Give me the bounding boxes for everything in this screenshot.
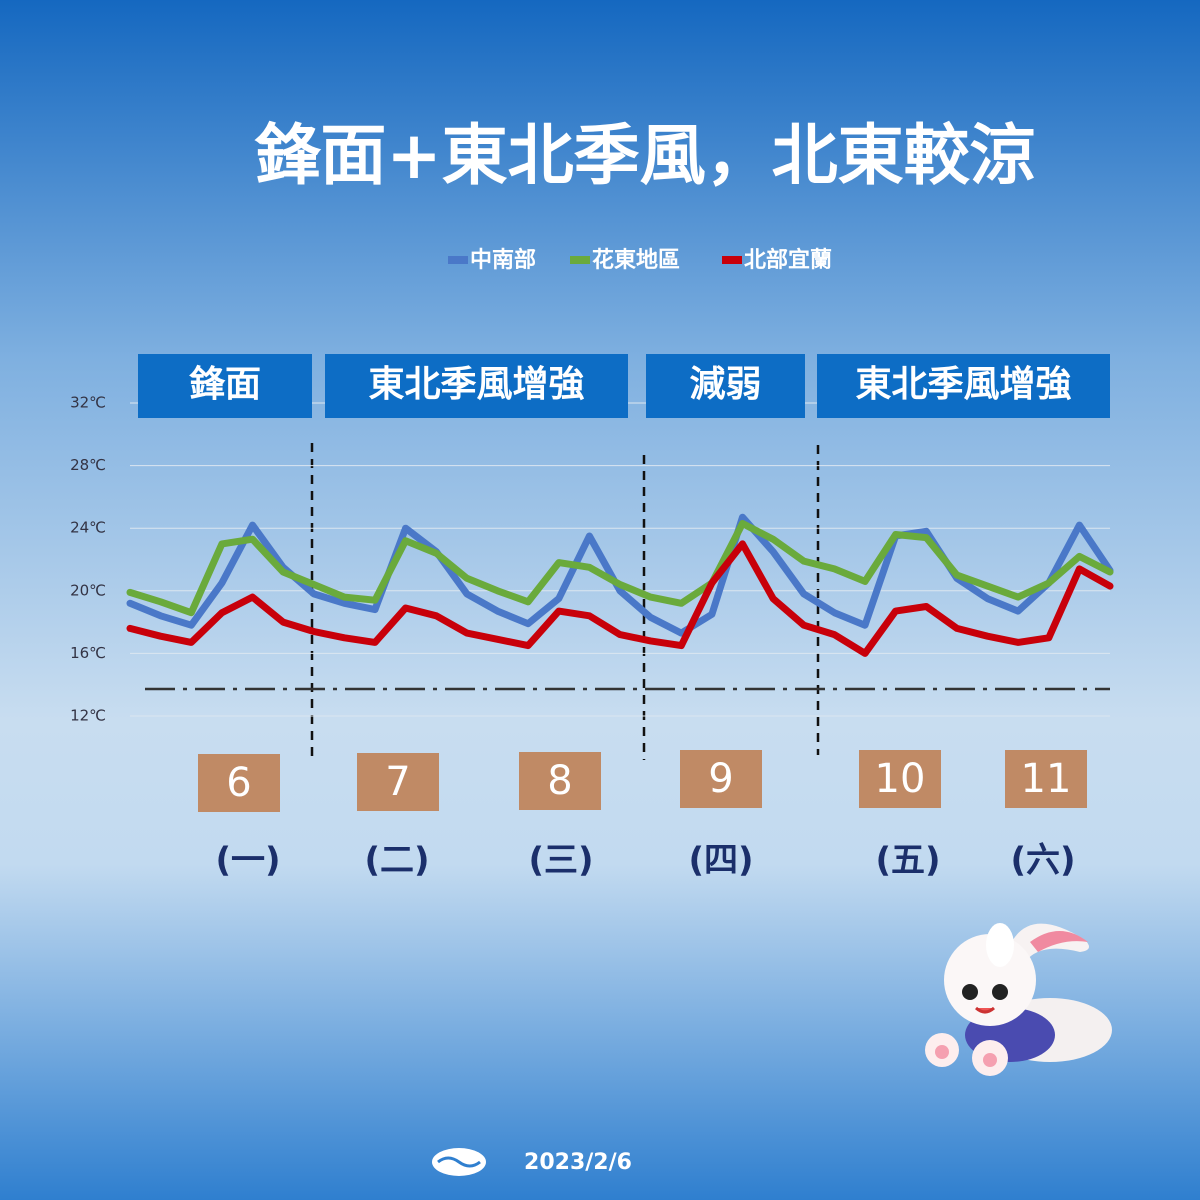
weekday-label: (三): [528, 841, 593, 881]
legend-swatch: [448, 256, 468, 264]
legend-label: 中南部: [470, 247, 536, 273]
day-label: 9: [708, 756, 733, 802]
day-box: [198, 754, 280, 812]
weekday-label: (五): [875, 841, 940, 881]
rabbit-illustration: [925, 923, 1112, 1076]
day-box: [357, 753, 439, 811]
phase-box: [325, 354, 628, 418]
y-tick-label: 28℃: [70, 456, 106, 474]
weekday-label: (六): [1010, 841, 1075, 881]
phase-label: 減弱: [689, 364, 761, 405]
weekday-label: (四): [688, 841, 753, 881]
weekday-label: (二): [364, 841, 429, 881]
legend-swatch: [570, 256, 590, 264]
y-tick-label: 32℃: [70, 394, 106, 412]
y-tick-label: 12℃: [70, 707, 106, 725]
series-line: [126, 520, 1114, 617]
day-label: 7: [385, 759, 410, 805]
day-box: [859, 750, 941, 808]
date: 2023/2/6: [524, 1150, 632, 1175]
y-tick-label: 24℃: [70, 519, 106, 537]
phase-label: 東北季風增強: [368, 364, 584, 405]
phase-label: 鋒面: [189, 364, 261, 405]
logo-mark: [437, 1156, 481, 1168]
phase-box: [817, 354, 1110, 418]
day-label: 8: [547, 758, 572, 804]
day-label: 11: [1021, 756, 1072, 802]
day-label: 6: [226, 760, 251, 806]
weekday-label: (一): [215, 841, 280, 881]
day-box: [1005, 750, 1087, 808]
legend-label: 花東地區: [592, 247, 680, 273]
phase-box: [138, 354, 312, 418]
legend-swatch: [722, 256, 742, 264]
phase-box: [646, 354, 805, 418]
day-label: 10: [875, 756, 926, 802]
title: 鋒面+東北季風，北東較涼: [254, 117, 1035, 194]
y-tick-label: 20℃: [70, 581, 106, 599]
phase-label: 東北季風增強: [855, 364, 1071, 405]
series-line: [126, 540, 1114, 657]
legend-label: 北部宜蘭: [744, 247, 832, 273]
day-box: [519, 752, 601, 810]
day-box: [680, 750, 762, 808]
y-tick-label: 16℃: [70, 644, 106, 662]
